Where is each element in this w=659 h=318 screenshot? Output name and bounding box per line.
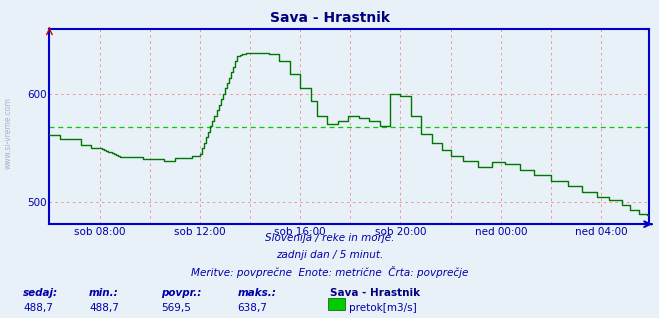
Text: Sava - Hrastnik: Sava - Hrastnik — [270, 11, 389, 25]
Text: zadnji dan / 5 minut.: zadnji dan / 5 minut. — [276, 250, 383, 259]
Text: Slovenija / reke in morje.: Slovenija / reke in morje. — [265, 233, 394, 243]
Text: sedaj:: sedaj: — [23, 288, 58, 298]
Text: 488,7: 488,7 — [23, 303, 53, 313]
Text: Meritve: povprečne  Enote: metrične  Črta: povprečje: Meritve: povprečne Enote: metrične Črta:… — [191, 266, 468, 279]
Text: min.:: min.: — [89, 288, 119, 298]
Text: 638,7: 638,7 — [237, 303, 267, 313]
Text: povpr.:: povpr.: — [161, 288, 202, 298]
Text: Sava - Hrastnik: Sava - Hrastnik — [330, 288, 420, 298]
Text: pretok[m3/s]: pretok[m3/s] — [349, 303, 417, 313]
Text: 569,5: 569,5 — [161, 303, 191, 313]
Text: www.si-vreme.com: www.si-vreme.com — [3, 98, 13, 169]
Text: maks.:: maks.: — [237, 288, 276, 298]
Text: 488,7: 488,7 — [89, 303, 119, 313]
